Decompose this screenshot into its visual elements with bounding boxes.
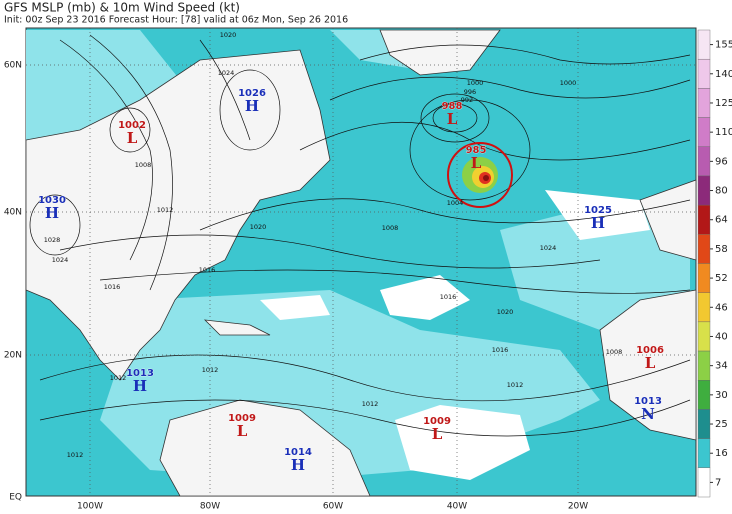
isobar-label: 1024 bbox=[218, 69, 235, 77]
isobar-label: 1016 bbox=[199, 266, 216, 274]
colorbar-label: 52 bbox=[715, 273, 728, 284]
longitude-label: 60W bbox=[323, 502, 343, 512]
isobar-label: 1012 bbox=[157, 206, 174, 214]
pressure-value: 1025 bbox=[584, 205, 612, 216]
isobar-label: 1008 bbox=[135, 161, 152, 169]
pressure-value: 1026 bbox=[238, 88, 266, 99]
isobar-label: 1012 bbox=[67, 451, 84, 459]
pressure-letter: L bbox=[237, 422, 248, 440]
map-body: 1026H1002L1030H988L985L1025H1013H1006L10… bbox=[25, 27, 697, 497]
pressure-letter: L bbox=[127, 129, 138, 147]
pressure-value: 1014 bbox=[284, 447, 312, 458]
colorbar-segment bbox=[697, 88, 711, 118]
isobar-label: 1012 bbox=[110, 374, 127, 382]
land bbox=[25, 29, 697, 497]
pressure-value: 1030 bbox=[38, 195, 66, 206]
longitude-label: 100W bbox=[77, 502, 103, 512]
colorbar-label: 25 bbox=[715, 419, 728, 430]
pressure-value: 1009 bbox=[228, 413, 256, 424]
pressure-value: 1013 bbox=[126, 368, 154, 379]
colorbar-label: 125 bbox=[715, 98, 732, 109]
isobar-label: 996 bbox=[464, 88, 476, 96]
colorbar-label: 16 bbox=[715, 448, 728, 459]
pressure-letter: L bbox=[471, 154, 482, 172]
colorbar-segment bbox=[697, 438, 711, 469]
pressure-value: 988 bbox=[442, 101, 463, 112]
isobar-label: 1016 bbox=[492, 346, 509, 354]
colorbar-segment bbox=[697, 204, 711, 235]
latitude-label: 60N bbox=[4, 61, 22, 71]
longitude-label: 80W bbox=[200, 502, 220, 512]
colorbar-label: 58 bbox=[715, 244, 728, 255]
isobar-label: 1020 bbox=[220, 31, 237, 39]
pressure-value: 985 bbox=[466, 145, 487, 156]
title: GFS MSLP (mb) & 10m Wind Speed (kt) bbox=[4, 1, 240, 15]
colorbar-segment bbox=[697, 292, 711, 323]
isobar-label: 992 bbox=[461, 96, 473, 104]
pressure-letter: L bbox=[447, 110, 458, 128]
map-labels: 1026H1002L1030H988L985L1025H1013H1006L10… bbox=[38, 31, 664, 474]
pressure-letter: H bbox=[133, 377, 147, 395]
colorbar-label: 110 bbox=[715, 127, 732, 138]
isobar-label: 1016 bbox=[104, 283, 121, 291]
colorbar-segment bbox=[697, 380, 711, 410]
colorbar-segment bbox=[697, 175, 711, 206]
pressure-letter: L bbox=[645, 354, 656, 372]
isobar-label: 1020 bbox=[497, 308, 514, 316]
colorbar-label: 64 bbox=[715, 215, 728, 226]
colorbar-segment bbox=[697, 58, 711, 89]
colorbar-label: 140 bbox=[715, 69, 732, 80]
isobars bbox=[29, 34, 691, 437]
latitude-label: 20N bbox=[4, 351, 22, 361]
isobar-label: 1020 bbox=[250, 223, 267, 231]
pressure-letter: H bbox=[245, 97, 259, 115]
isobar-label: 1008 bbox=[606, 348, 623, 356]
colorbar-segment bbox=[697, 409, 711, 439]
longitude-label: 20W bbox=[568, 502, 588, 512]
isobar-label: 1008 bbox=[382, 224, 399, 232]
colorbar-segment bbox=[697, 321, 711, 352]
isobar-label: 1012 bbox=[202, 366, 219, 374]
colorbar-segment bbox=[697, 146, 711, 177]
isobar-label: 1000 bbox=[560, 79, 577, 87]
colorbar-label: 34 bbox=[715, 361, 728, 372]
hurricane bbox=[447, 142, 513, 208]
colorbar-label: 40 bbox=[715, 331, 728, 342]
pressure-letter: H bbox=[291, 456, 305, 474]
isobar-label: 1012 bbox=[507, 381, 524, 389]
pressure-letter: H bbox=[45, 204, 59, 222]
isobar-label: 1016 bbox=[440, 293, 457, 301]
pressure-value: 1006 bbox=[636, 345, 664, 356]
colorbar-segment bbox=[697, 29, 711, 60]
colorbar-label: 80 bbox=[715, 186, 728, 197]
longitude-label: 40W bbox=[447, 502, 467, 512]
pressure-value: 1013 bbox=[634, 396, 662, 407]
pressure-letter: H bbox=[591, 214, 605, 232]
colorbar-segment bbox=[697, 467, 711, 498]
isobar-label: 1012 bbox=[362, 400, 379, 408]
latitude-label: 40N bbox=[4, 208, 22, 218]
pressure-value: 1009 bbox=[423, 416, 451, 427]
colorbar-segment bbox=[697, 263, 711, 293]
isobar-label: 1004 bbox=[447, 199, 464, 207]
colorbar-label: 30 bbox=[715, 390, 728, 401]
colorbar-segment bbox=[697, 117, 711, 147]
pressure-value: 1002 bbox=[118, 120, 146, 131]
pressure-letter: N bbox=[641, 405, 655, 423]
isobar-label: 1028 bbox=[44, 236, 61, 244]
colorbar: 155 140 125 110 96 80 64 58 52 46 40 34 30 25 16 7 bbox=[697, 29, 732, 498]
pressure-letter: L bbox=[432, 425, 443, 443]
latitude-label: EQ bbox=[9, 493, 22, 503]
colorbar-label: 96 bbox=[715, 156, 728, 167]
colorbar-label: 155 bbox=[715, 40, 732, 51]
colorbar-label: 46 bbox=[715, 302, 728, 313]
colorbar-label: 7 bbox=[715, 477, 721, 488]
isobar-label: 1024 bbox=[540, 244, 557, 252]
colorbar-segment bbox=[697, 350, 711, 381]
colorbar-segment bbox=[697, 234, 711, 264]
subtitle: Init: 00z Sep 23 2016 Forecast Hour: [78… bbox=[4, 15, 348, 26]
isobar-label: 1024 bbox=[52, 256, 69, 264]
isobar-label: 1000 bbox=[467, 79, 484, 87]
